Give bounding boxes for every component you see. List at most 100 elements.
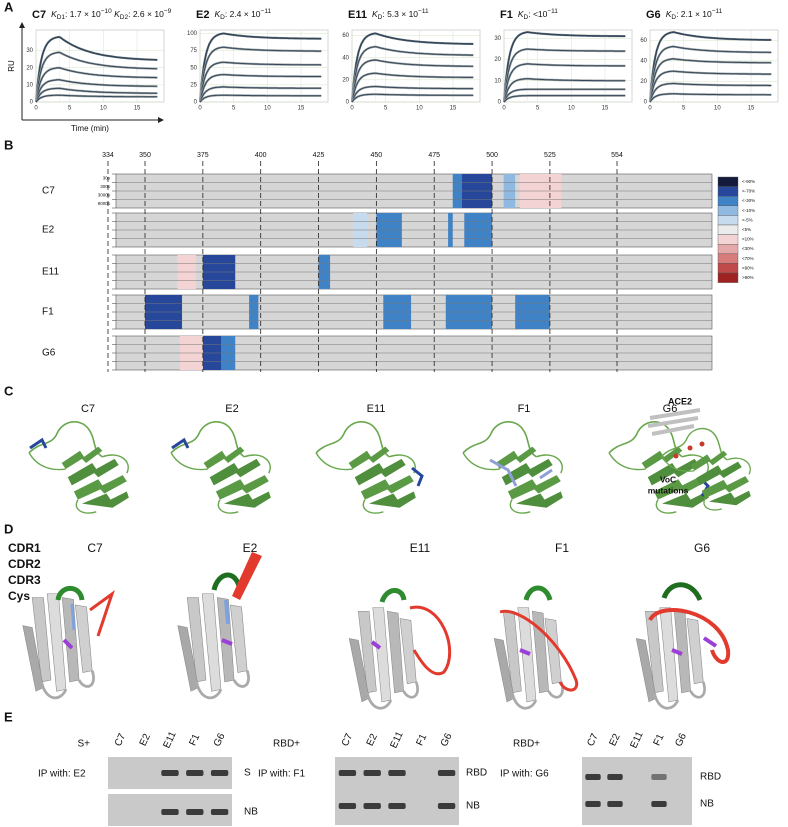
antibody-name: C7: [32, 9, 46, 21]
lane-label: E11: [162, 730, 179, 750]
band: [161, 809, 179, 815]
x-tick-label: 10: [100, 106, 107, 112]
y-tick-label: 0: [644, 100, 648, 106]
band: [413, 803, 430, 809]
band: [607, 801, 623, 807]
band: [585, 801, 601, 807]
structure-label: G6: [694, 541, 710, 555]
y-tick-label: 0: [194, 100, 198, 106]
band: [673, 774, 688, 780]
sensorgram: [649, 58, 772, 103]
sensorgram: [649, 45, 772, 103]
legend-label: <-70%: [742, 189, 755, 194]
kd-text: : <10: [528, 9, 547, 19]
residue-tick-label: 350: [139, 152, 151, 159]
row-label: E2: [42, 225, 55, 236]
sensorgram: [351, 46, 474, 103]
x-tick-label: 5: [232, 106, 236, 112]
sensorgram: [503, 31, 626, 103]
y-tick-label: 40: [640, 58, 647, 64]
band: [338, 770, 357, 776]
structure-label: C7: [81, 403, 95, 415]
legend-label: <5%: [742, 227, 751, 232]
x-tick-label: 15: [602, 106, 609, 112]
residue-tick-label: 334: [102, 152, 114, 159]
kd-text: D: [671, 14, 676, 21]
ip-label: IP with: E2: [38, 769, 86, 780]
legend-label: <-5%: [742, 217, 753, 222]
band: [607, 774, 623, 780]
residue-tick-label: 450: [371, 152, 383, 159]
kd-text: K: [518, 9, 524, 19]
band: [112, 770, 129, 776]
structure-label: E2: [225, 403, 238, 415]
band: [137, 809, 154, 815]
kd-text: −11: [712, 8, 723, 15]
band-label: NB: [700, 799, 714, 810]
sensorgram: [351, 93, 474, 103]
time-label: 300s: [100, 184, 111, 189]
time-label: 9000s: [98, 201, 111, 206]
kd-text: : 2.6 × 10: [128, 9, 164, 19]
gel: [582, 757, 692, 825]
legend-label: <-30%: [742, 198, 755, 203]
sensorgram: [199, 46, 322, 103]
kd-text: : 5.3 × 10: [382, 9, 418, 19]
chart-title: G6 KD: 2.1 × 10−11: [646, 8, 723, 21]
panel-label: E: [4, 709, 13, 724]
legend-swatch: [717, 263, 739, 274]
sensorgram: [35, 79, 158, 103]
kd-text: D: [220, 14, 225, 21]
y-tick-label: 50: [190, 65, 197, 71]
band-label: RBD: [466, 768, 487, 779]
lane-label: F1: [187, 732, 202, 748]
kd-text: −11: [418, 8, 429, 15]
band: [629, 774, 644, 780]
legend-label: <10%: [742, 237, 754, 242]
kd-text: −9: [164, 8, 172, 15]
band: [161, 770, 179, 776]
residue-tick-label: 554: [611, 152, 623, 159]
sensorgram: [649, 93, 772, 103]
kd-text: D1: [57, 14, 66, 21]
voc-label: VoC: [660, 474, 676, 484]
x-tick-label: 10: [714, 106, 721, 112]
kd-text: K: [666, 9, 672, 19]
sensorgram: [35, 36, 158, 103]
kd-text: −11: [261, 8, 272, 15]
kd-text: K: [51, 9, 57, 19]
sensorgram: [35, 87, 158, 103]
x-tick-label: 5: [384, 106, 388, 112]
structure-label: C7: [87, 541, 103, 555]
sensorgram: [649, 83, 772, 103]
x-tick-label: 10: [264, 106, 271, 112]
sensorgram: [503, 78, 626, 103]
band-label: RBD: [700, 772, 721, 783]
lane-label: C7: [113, 732, 129, 749]
band-label: S: [244, 768, 251, 779]
y-tick-label: 60: [342, 33, 349, 39]
legend-swatch: [717, 195, 739, 206]
y-tick-label: 40: [342, 55, 349, 61]
x-tick-label: 10: [416, 106, 423, 112]
structure-label: G6: [663, 403, 678, 415]
legend-label: <-10%: [742, 208, 755, 213]
chart-title: E11 KD: 5.3 × 10−11: [348, 8, 429, 21]
legend-swatch: [717, 176, 739, 187]
band: [363, 803, 381, 809]
gel-header: S+: [77, 739, 90, 750]
antibody-name: E2: [196, 9, 209, 21]
plot-area: [35, 29, 165, 103]
x-tick-label: 0: [198, 106, 202, 112]
x-tick-label: 0: [350, 106, 354, 112]
residue-tick-label: 425: [313, 152, 325, 159]
x-axis-label: Time (min): [71, 124, 109, 133]
y-axis-label: RU: [7, 60, 16, 72]
sensorgram: [351, 32, 474, 103]
band: [186, 809, 204, 815]
y-tick-label: 75: [190, 48, 197, 54]
x-tick-label: 5: [536, 106, 540, 112]
x-tick-label: 0: [34, 106, 38, 112]
sensorgram: [35, 94, 158, 103]
